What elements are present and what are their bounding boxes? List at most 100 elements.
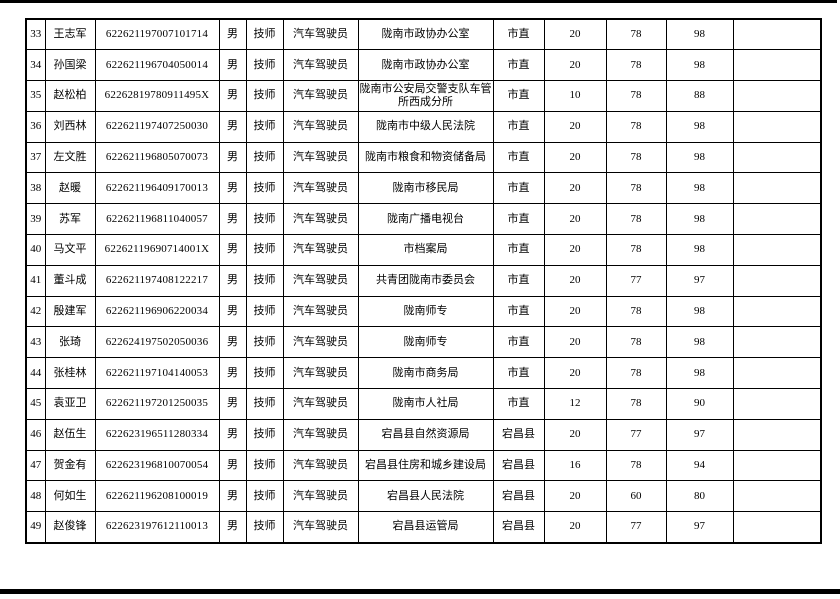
cell-score-2: 78 [605, 203, 667, 236]
cell-row-number: 39 [25, 203, 46, 236]
table-row: 35 赵松柏 62262819780911495X 男 技师 汽车驾驶员 陇南市… [25, 80, 822, 112]
cell-remark [732, 418, 822, 451]
cell-id-number: 622621196409170013 [94, 172, 220, 205]
cell-remark [732, 388, 822, 420]
cell-score-2: 78 [605, 388, 667, 420]
cell-occupation: 汽车驾驶员 [282, 172, 359, 205]
cell-id-number: 622621196704050014 [94, 49, 220, 82]
cell-remark [732, 18, 822, 51]
cell-person-name: 马文平 [44, 234, 96, 266]
table-row: 45 袁亚卫 622621197201250035 男 技师 汽车驾驶员 陇南市… [25, 388, 822, 420]
cell-work-unit: 宕昌县自然资源局 [357, 418, 494, 451]
table-row: 33 王志军 622621197007101714 男 技师 汽车驾驶员 陇南市… [25, 18, 822, 51]
cell-job-title: 技师 [245, 418, 284, 451]
cell-person-name: 王志军 [44, 18, 96, 51]
cell-remark [732, 172, 822, 205]
cell-job-title: 技师 [245, 295, 284, 328]
cell-row-number: 45 [25, 388, 46, 420]
cell-row-number: 34 [25, 49, 46, 82]
cell-row-number: 48 [25, 480, 46, 513]
cell-work-unit: 陇南市公安局交警支队车管所西成分所 [357, 80, 494, 112]
cell-gender: 男 [218, 264, 247, 297]
cell-job-title: 技师 [245, 511, 284, 544]
cell-score-2: 78 [605, 141, 667, 174]
cell-person-name: 贺金有 [44, 449, 96, 482]
cell-work-unit: 陇南市政协办公室 [357, 49, 494, 82]
cell-score-total: 98 [665, 141, 734, 174]
cell-work-unit: 陇南市人社局 [357, 388, 494, 420]
cell-region: 市直 [492, 49, 545, 82]
cell-row-number: 43 [25, 326, 46, 359]
cell-person-name: 何如生 [44, 480, 96, 513]
cell-score-total: 98 [665, 203, 734, 236]
cell-job-title: 技师 [245, 203, 284, 236]
cell-job-title: 技师 [245, 49, 284, 82]
cell-remark [732, 480, 822, 513]
cell-score-total: 97 [665, 511, 734, 544]
cell-occupation: 汽车驾驶员 [282, 234, 359, 266]
cell-remark [732, 264, 822, 297]
cell-score-2: 77 [605, 264, 667, 297]
cell-job-title: 技师 [245, 326, 284, 359]
cell-row-number: 35 [25, 80, 46, 112]
cell-score-total: 98 [665, 110, 734, 143]
cell-score-total: 94 [665, 449, 734, 482]
page-bottom-border [0, 589, 840, 594]
cell-row-number: 40 [25, 234, 46, 266]
cell-occupation: 汽车驾驶员 [282, 388, 359, 420]
cell-gender: 男 [218, 511, 247, 544]
cell-job-title: 技师 [245, 449, 284, 482]
cell-gender: 男 [218, 80, 247, 112]
cell-work-unit: 陇南师专 [357, 326, 494, 359]
cell-person-name: 孙国梁 [44, 49, 96, 82]
cell-region: 宕昌县 [492, 449, 545, 482]
cell-score-2: 78 [605, 326, 667, 359]
cell-row-number: 47 [25, 449, 46, 482]
cell-person-name: 刘西林 [44, 110, 96, 143]
cell-score-2: 78 [605, 357, 667, 390]
cell-region: 市直 [492, 203, 545, 236]
cell-gender: 男 [218, 141, 247, 174]
cell-remark [732, 234, 822, 266]
cell-score-1: 20 [543, 172, 607, 205]
cell-remark [732, 203, 822, 236]
cell-score-total: 97 [665, 418, 734, 451]
table-row: 34 孙国梁 622621196704050014 男 技师 汽车驾驶员 陇南市… [25, 49, 822, 82]
table-row: 46 赵伍生 622623196511280334 男 技师 汽车驾驶员 宕昌县… [25, 418, 822, 451]
cell-occupation: 汽车驾驶员 [282, 110, 359, 143]
cell-score-1: 10 [543, 80, 607, 112]
cell-id-number: 622623196810070054 [94, 449, 220, 482]
cell-occupation: 汽车驾驶员 [282, 326, 359, 359]
cell-occupation: 汽车驾驶员 [282, 203, 359, 236]
cell-row-number: 38 [25, 172, 46, 205]
table-row: 44 张桂林 622621197104140053 男 技师 汽车驾驶员 陇南市… [25, 357, 822, 390]
cell-row-number: 33 [25, 18, 46, 51]
cell-remark [732, 80, 822, 112]
cell-score-total: 98 [665, 295, 734, 328]
cell-remark [732, 449, 822, 482]
cell-score-1: 20 [543, 141, 607, 174]
cell-gender: 男 [218, 110, 247, 143]
table-row: 43 张琦 622624197502050036 男 技师 汽车驾驶员 陇南师专… [25, 326, 822, 359]
cell-job-title: 技师 [245, 110, 284, 143]
cell-id-number: 622621197408122217 [94, 264, 220, 297]
cell-occupation: 汽车驾驶员 [282, 418, 359, 451]
cell-id-number: 622623196511280334 [94, 418, 220, 451]
cell-person-name: 赵松柏 [44, 80, 96, 112]
cell-remark [732, 357, 822, 390]
cell-id-number: 62262119690714001X [94, 234, 220, 266]
table-row: 37 左文胜 622621196805070073 男 技师 汽车驾驶员 陇南市… [25, 141, 822, 174]
cell-region: 市直 [492, 80, 545, 112]
cell-region: 市直 [492, 388, 545, 420]
cell-score-1: 20 [543, 234, 607, 266]
cell-score-2: 77 [605, 511, 667, 544]
cell-score-total: 98 [665, 326, 734, 359]
cell-score-1: 20 [543, 18, 607, 51]
cell-occupation: 汽车驾驶员 [282, 49, 359, 82]
cell-score-2: 60 [605, 480, 667, 513]
cell-gender: 男 [218, 172, 247, 205]
cell-score-total: 98 [665, 172, 734, 205]
cell-id-number: 622621196805070073 [94, 141, 220, 174]
cell-occupation: 汽车驾驶员 [282, 18, 359, 51]
